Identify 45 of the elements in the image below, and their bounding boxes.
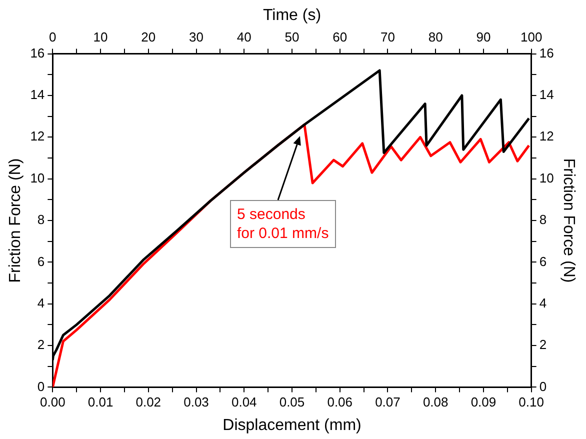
- y2-tick-label: 14: [539, 87, 554, 102]
- x2-axis-title: Time (s): [262, 7, 322, 24]
- x-tick-label: 0.00: [40, 394, 66, 410]
- y-tick-label: 4: [37, 295, 45, 310]
- annotation: 5 seconds for 0.01 mm/s: [230, 200, 336, 248]
- y2-tick-label: 8: [539, 212, 547, 228]
- x-tick-label: 0.01: [88, 394, 114, 410]
- x2-tick-label: 60: [332, 30, 348, 45]
- y-tick-label: 12: [30, 128, 45, 144]
- y2-tick-label: 12: [539, 128, 554, 144]
- y2-tick-label: 16: [539, 45, 554, 60]
- y2-tick-label: 0: [539, 378, 547, 394]
- y-tick-label: 14: [30, 87, 45, 102]
- x2-tick-label: 0: [49, 30, 56, 45]
- x2-tick-label: 70: [380, 30, 395, 45]
- x2-tick-label: 80: [428, 30, 443, 45]
- x2-tick-label: 30: [189, 30, 204, 45]
- y2-tick-label: 10: [539, 170, 554, 186]
- x-tick-label: 0.10: [518, 394, 544, 410]
- x-tick-label: 0.09: [470, 394, 496, 410]
- y2-tick-label: 6: [539, 254, 547, 269]
- y2-tick-label: 2: [539, 337, 547, 352]
- x2-tick-label: 40: [236, 30, 252, 45]
- y-tick-label: 8: [37, 212, 45, 228]
- y-tick-label: 16: [30, 45, 45, 60]
- y-tick-label: 6: [37, 254, 45, 269]
- y2-axis-title: Friction Force (N): [560, 158, 577, 283]
- x-tick-label: 0.03: [184, 394, 209, 410]
- y2-tick-label: 4: [539, 295, 547, 310]
- x-tick-label: 0.04: [231, 394, 257, 410]
- x2-tick-label: 20: [141, 30, 156, 45]
- x2-tick-label: 50: [284, 30, 300, 45]
- x-tick-label: 0.02: [136, 394, 162, 410]
- y-tick-label: 10: [30, 170, 45, 186]
- y-tick-label: 0: [37, 378, 45, 394]
- x-tick-label: 0.05: [279, 394, 305, 410]
- x2-tick-label: 10: [93, 30, 108, 45]
- y-axis-title: Friction Force (N): [7, 158, 24, 283]
- x-tick-label: 0.07: [375, 394, 400, 410]
- x-tick-label: 0.08: [422, 394, 448, 410]
- x-tick-label: 0.06: [327, 394, 353, 410]
- x2-tick-label: 100: [520, 30, 542, 45]
- y-tick-label: 2: [37, 337, 45, 352]
- x-axis-title: Displacement (mm): [222, 416, 362, 434]
- x2-tick-label: 90: [476, 30, 491, 45]
